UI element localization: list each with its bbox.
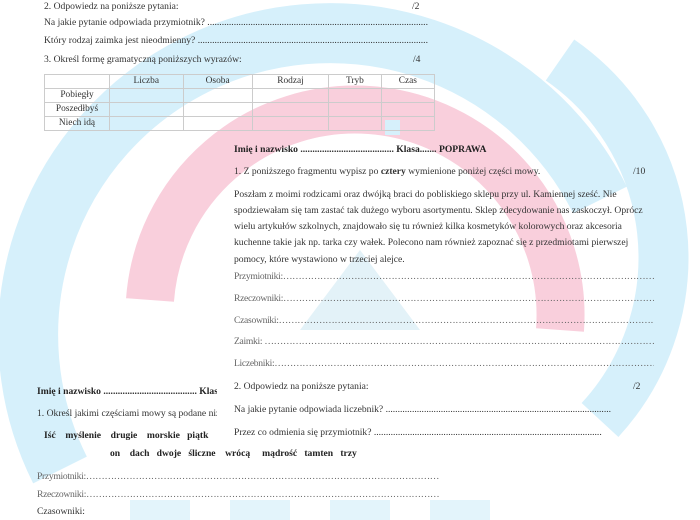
- paragraph-line: wielu artykułów szkolnych, znajdowało si…: [234, 221, 622, 232]
- answer-field-numerals[interactable]: Liczebniki:………………………………………………………………………………: [234, 359, 654, 369]
- grammar-form-table: Liczba Osoba Rodzaj Tryb Czas Pobiegły P…: [44, 74, 436, 131]
- page-a-question: Na jakie pytanie odpowiada przymiotnik? …: [44, 17, 428, 28]
- table-header: Osoba: [182, 74, 253, 89]
- watermark-letter-block: [330, 500, 390, 520]
- word-list-row: Iść myślenie drugie morskie piątk: [44, 431, 209, 441]
- row-label: Niech idą: [44, 116, 110, 131]
- table-header-row: Liczba Osoba Rodzaj Tryb Czas: [44, 74, 436, 89]
- paragraph-line: Poszłam z moimi rodzicami oraz dwójką br…: [234, 189, 617, 200]
- table-row: Poszedłbyś: [44, 102, 436, 117]
- page-b-header: Imię i nazwisko ........................…: [234, 145, 486, 155]
- emphasis: cztery: [380, 166, 406, 177]
- page-a-q3-points: /4: [413, 54, 421, 65]
- answer-field-pronouns[interactable]: Zaimki: ………………………………………………………………………………………: [234, 337, 654, 347]
- answer-field-nouns[interactable]: Rzeczowniki:……………………………………………………………………………: [234, 294, 654, 304]
- page-b-q1-points: /10: [633, 166, 646, 177]
- table-header: Czas: [380, 74, 436, 89]
- row-label: Poszedłbyś: [44, 102, 110, 117]
- answer-field-adjectives[interactable]: Przymiotniki:…………………………………………………………………………: [234, 272, 654, 282]
- page-b-q2-heading: 2. Odpowiedz na poniższe pytania:: [234, 381, 369, 392]
- table-header: Liczba: [109, 74, 184, 89]
- table-header: [44, 74, 110, 89]
- page-c-q1-heading: 1. Określ jakimi częściami mowy są podan…: [37, 409, 217, 419]
- page-a-q2-heading: 2. Odpowiedz na poniższe pytania:: [44, 1, 179, 12]
- table-row: Pobiegły: [44, 88, 436, 103]
- page-b-q1-heading: 1. Z poniższego fragmentu wypisz po czte…: [234, 166, 541, 177]
- watermark-letter-block: [130, 500, 190, 520]
- poprawa-label: POPRAWA: [438, 144, 487, 155]
- watermark-blue-arc: [0, 3, 627, 484]
- page-c-field-nouns[interactable]: Rzeczowniki:……………………………………………………………………………: [37, 490, 440, 500]
- page-c-field-adjectives[interactable]: Przymiotniki:…………………………………………………………………………: [37, 472, 440, 482]
- page-c-field-verbs[interactable]: Czasowniki:: [37, 506, 85, 517]
- paragraph-line: pomocy, które wystawiono w trzeciej alej…: [234, 254, 405, 265]
- name-class-line: Imię i nazwisko ........................…: [234, 144, 439, 155]
- table-row: Niech idą: [44, 116, 436, 131]
- word-list-row: on dach dwoje śliczne wrócą mądrość tamt…: [110, 448, 357, 459]
- page-b-question: Przez co odmienia się przymiotnik? .....…: [234, 428, 602, 438]
- table-header: Rodzaj: [251, 74, 330, 89]
- page-a-q2-points: /2: [412, 1, 420, 12]
- watermark-blue-arc-right: [545, 39, 689, 437]
- watermark-book: [300, 250, 420, 330]
- paragraph-line: spodziewałam się tam zastać tak dużego w…: [234, 205, 643, 216]
- page-a-question: Który rodzaj zaimka jest nieodmienny? ..…: [44, 35, 428, 46]
- page-b-q2-points: /2: [633, 381, 641, 392]
- watermark-letter-block: [430, 500, 490, 520]
- row-label: Pobiegły: [44, 88, 110, 103]
- answer-field-verbs[interactable]: Czasowniki:………………………………………………………………………………: [234, 316, 654, 326]
- page-a-q3-heading: 3. Określ formę gramatyczną poniższych w…: [44, 54, 242, 65]
- page-c-header: Imię i nazwisko ........................…: [37, 387, 217, 397]
- page-b-question: Na jakie pytanie odpowiada liczebnik? ..…: [234, 405, 612, 415]
- watermark-letter-block: [230, 500, 290, 520]
- paragraph-line: kuchenne takie jak np. tarka czy wałek. …: [234, 237, 629, 248]
- table-header: Tryb: [328, 74, 382, 89]
